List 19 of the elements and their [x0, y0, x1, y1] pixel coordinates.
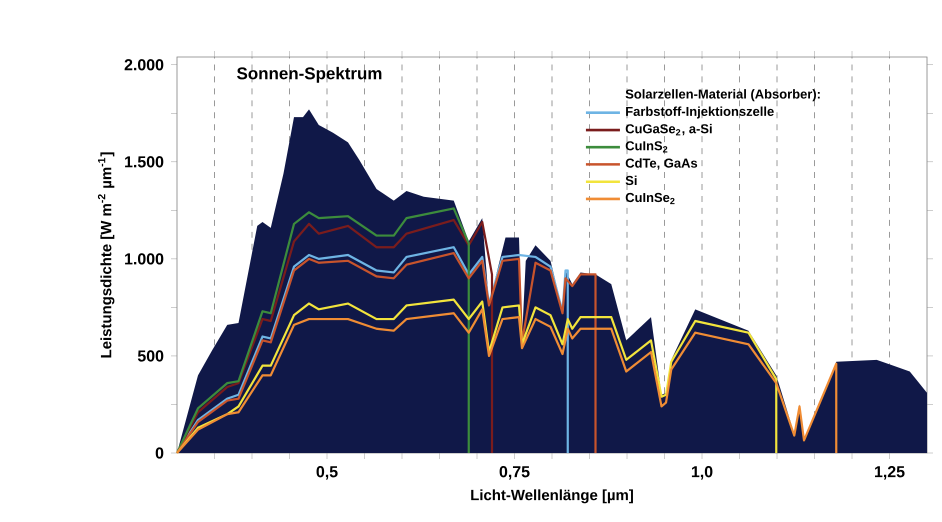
x-tick-label: 0,5: [316, 466, 338, 480]
text: Sonnen-Spektrum: [237, 66, 382, 83]
legend-title: Solarzellen-Material (Absorber):: [626, 89, 820, 102]
x-tick-label: 0,75: [500, 466, 530, 480]
legend-label: Farbstoff-Injektionszelle: [626, 106, 774, 119]
x-axis-title: Licht-Wellenlänge [µm]: [471, 489, 633, 504]
y-tick-label: 0: [156, 447, 164, 459]
y-tick-label: 1.000: [125, 253, 164, 265]
legend-label: CuInS$_{2}$: [626, 141, 668, 152]
x-tick-label: 1,0: [692, 466, 712, 480]
legend-label: Si: [626, 176, 637, 186]
legend-label: CuInSe$_{2}$: [626, 192, 675, 204]
y-tick-label: 500: [138, 350, 164, 362]
y-axis-title: Leistungsdichte [W m$^{-2}$ µm$^{-1}$]: [98, 152, 114, 358]
x-tick-label: 1,25: [874, 466, 905, 480]
legend-label: CdTe, GaAs: [626, 158, 698, 170]
y-tick-label: 2.000: [124, 59, 164, 70]
legend-label: CuGaSe$_{2}$, a-Si: [626, 124, 712, 136]
y-tick-label: 1.500: [125, 156, 164, 168]
